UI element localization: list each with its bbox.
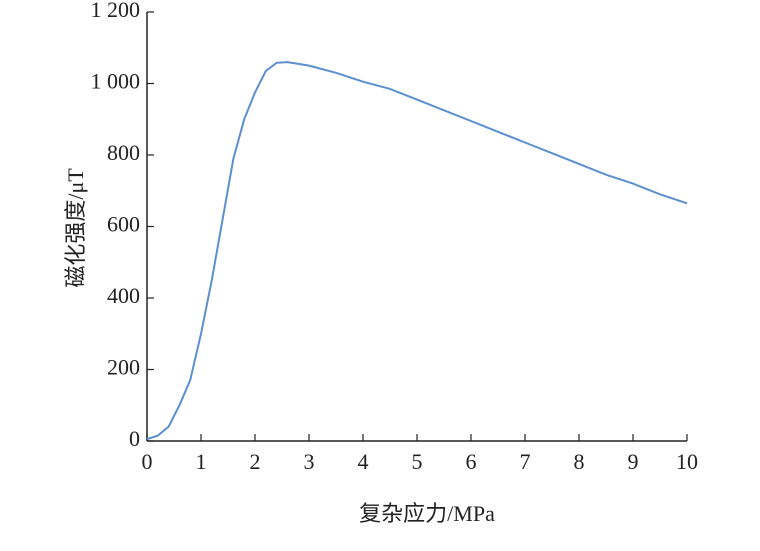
x-tick-label: 6 <box>466 449 477 474</box>
x-tick-label: 4 <box>358 449 369 474</box>
y-tick-label: 200 <box>107 355 140 380</box>
y-tick-label: 1 000 <box>91 69 141 94</box>
x-tick-label: 3 <box>304 449 315 474</box>
x-axis-label: 复杂应力/MPa <box>359 501 495 526</box>
x-tick-label: 5 <box>412 449 423 474</box>
x-tick-label: 2 <box>250 449 261 474</box>
x-tick-label: 0 <box>142 449 153 474</box>
x-tick-label: 10 <box>676 449 698 474</box>
data-line <box>146 61 688 441</box>
x-tick-label: 8 <box>574 449 585 474</box>
x-tick-label: 1 <box>196 449 207 474</box>
y-tick-label: 400 <box>107 283 140 308</box>
y-tick-label: 600 <box>107 212 140 237</box>
x-tick-label: 9 <box>628 449 639 474</box>
x-tick-label: 7 <box>520 449 531 474</box>
y-axis-label: 磁化强度/μT <box>63 168 88 288</box>
y-tick-label: 1 200 <box>91 0 141 22</box>
y-tick-label: 800 <box>107 140 140 165</box>
y-tick-label: 0 <box>129 426 140 451</box>
